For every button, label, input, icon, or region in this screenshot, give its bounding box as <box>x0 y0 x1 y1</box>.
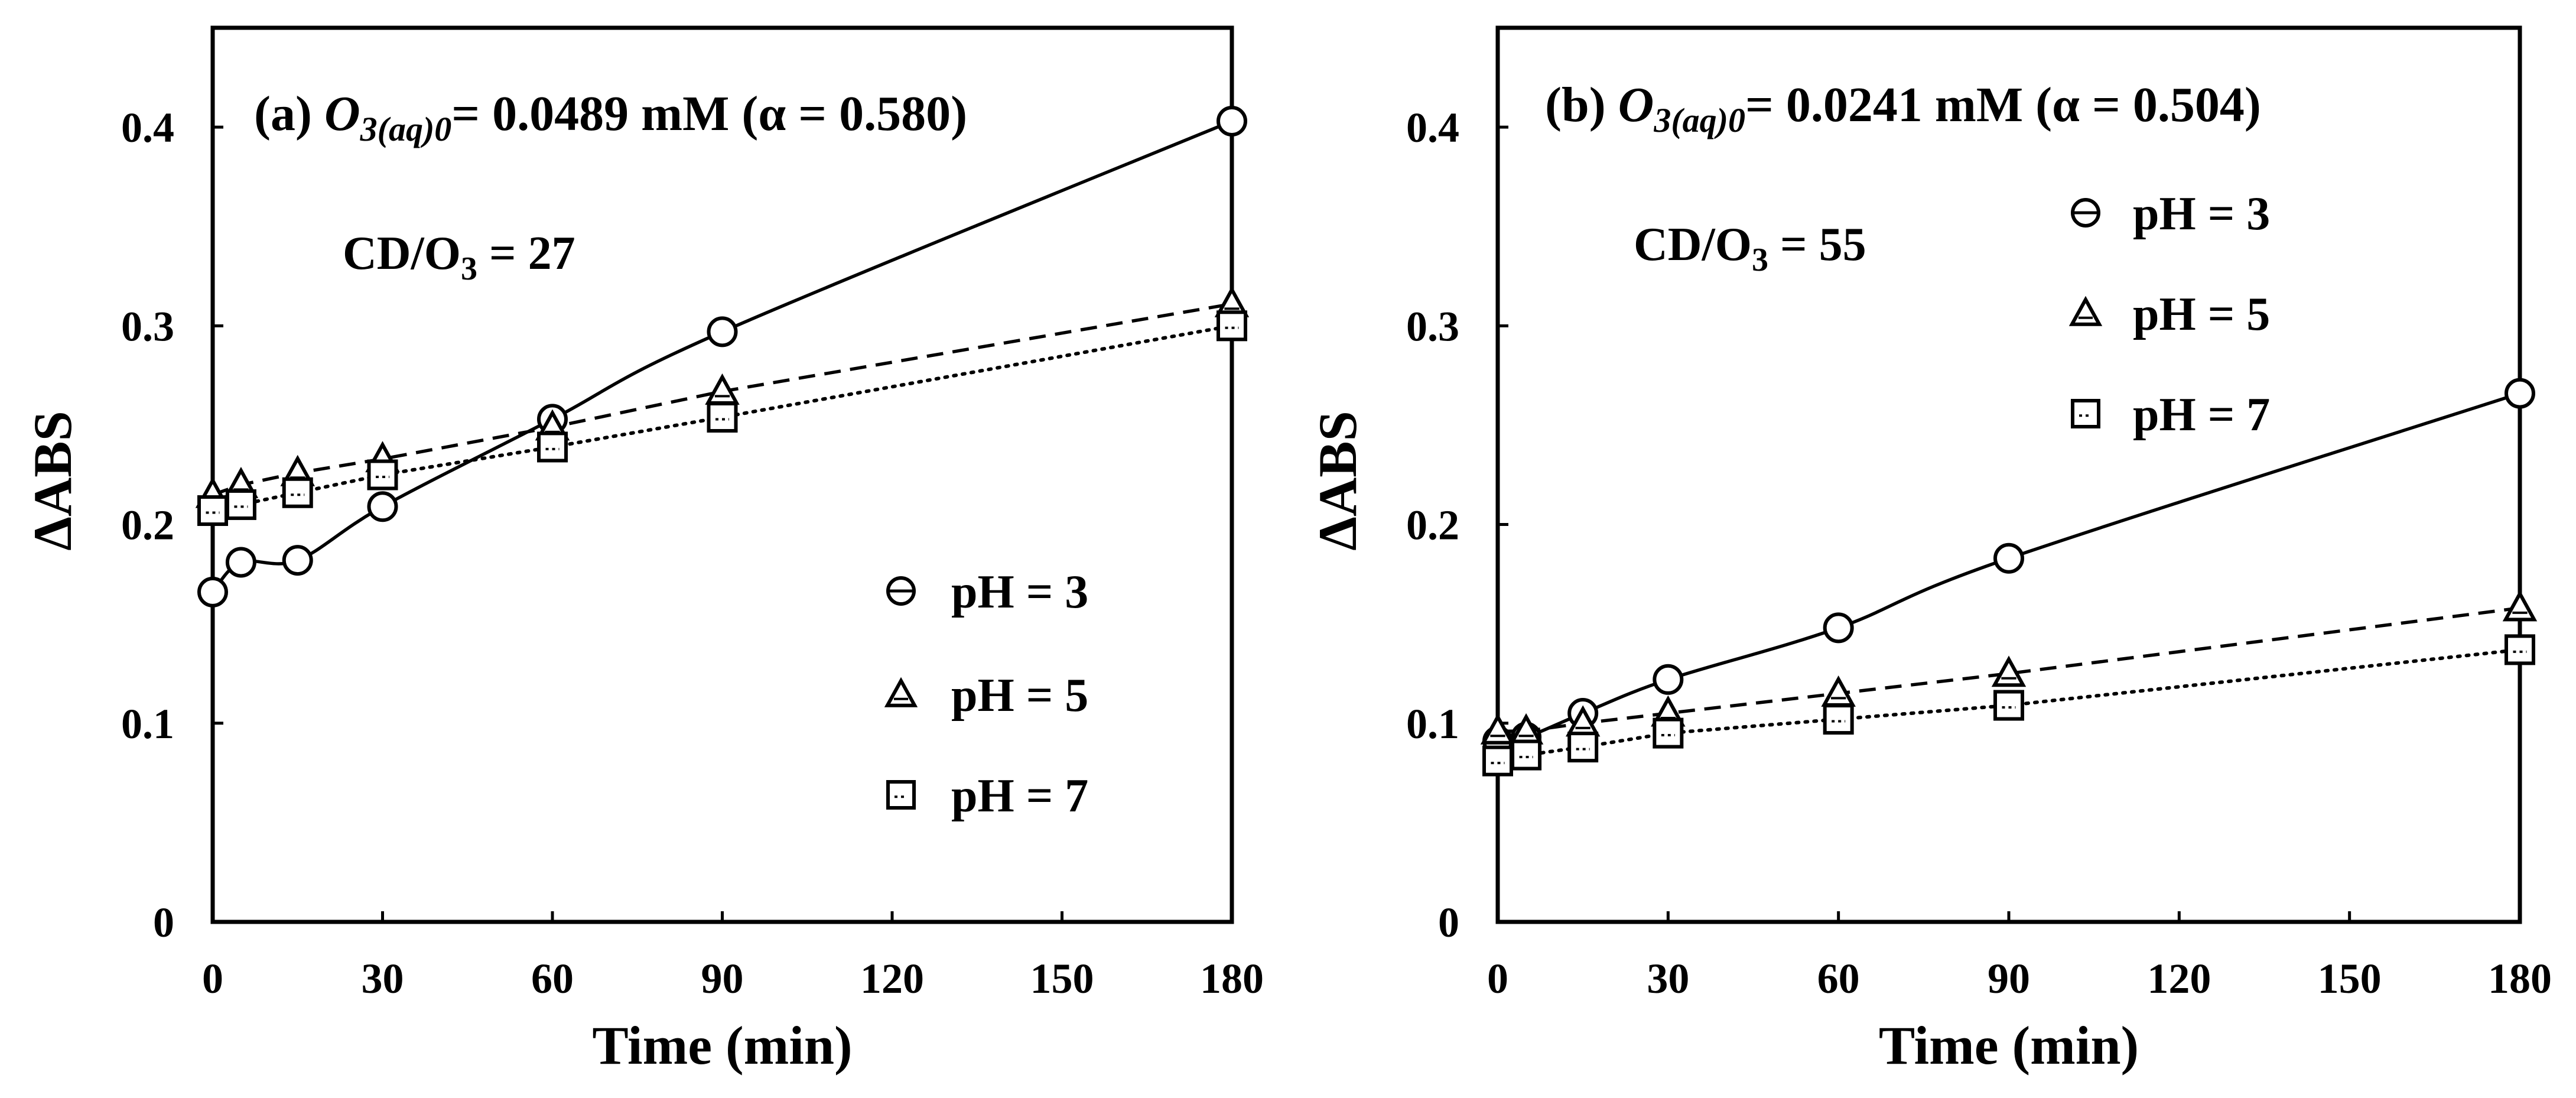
data-point-circle <box>367 491 398 522</box>
x-axis-title: Time (min) <box>1879 1015 2139 1076</box>
x-tick-label: 180 <box>1200 955 1264 1002</box>
data-point-circle <box>197 576 228 608</box>
ratio-prefix: CD/O <box>1634 219 1752 271</box>
y-tick-label: 0.1 <box>121 700 174 748</box>
legend-label: pH = 3 <box>951 566 1088 618</box>
x-tick-label: 90 <box>1988 955 2030 1002</box>
data-point-triangle <box>2502 590 2538 622</box>
ratio-annotation: CD/O3 = 55 <box>1634 219 1866 278</box>
ratio-sub: 3 <box>1752 242 1768 278</box>
title-subscript: 3(aq)0 <box>1653 101 1745 139</box>
x-tick-label: 60 <box>531 955 574 1002</box>
y-tick-label: 0.3 <box>121 303 174 350</box>
y-tick-label: 0.3 <box>1406 303 1459 350</box>
y-tick-label: 0.4 <box>121 104 174 151</box>
legend-label: pH = 7 <box>2133 389 2270 441</box>
x-tick-label: 0 <box>202 955 223 1002</box>
legend-marker-triangle <box>884 677 918 707</box>
data-point-circle <box>1823 612 1854 644</box>
x-tick-label: 60 <box>1817 955 1860 1002</box>
chart-panel-a: 0 0.1 0.2 0.3 0.4 0 30 60 90 120 150 180 Time (min) Δ… <box>22 25 1264 1076</box>
data-point-circle <box>1653 664 1684 695</box>
data-point-square <box>197 495 228 527</box>
series-square <box>197 310 1247 527</box>
ratio-annotation: CD/O3 = 27 <box>343 228 575 287</box>
x-tick-label: 90 <box>701 955 744 1002</box>
data-point-square <box>367 459 398 490</box>
data-point-square <box>1482 745 1513 777</box>
series-circle <box>197 106 1247 608</box>
plot-frame <box>1495 25 2522 924</box>
x-tick-label: 180 <box>2488 955 2552 1002</box>
x-tick-label: 150 <box>2318 955 2382 1002</box>
ratio-suffix: = 27 <box>477 228 575 280</box>
x-tick-label: 150 <box>1030 955 1094 1002</box>
x-tick-label: 30 <box>362 955 404 1002</box>
data-point-square <box>282 477 313 508</box>
title-species: O <box>324 86 360 141</box>
legend-label: pH = 5 <box>2133 288 2270 340</box>
data-point-square <box>1653 717 1684 749</box>
data-point-square <box>2505 634 2535 665</box>
data-point-circle <box>2505 378 2535 409</box>
y-tick-label: 0 <box>153 899 174 946</box>
x-tick-label: 120 <box>2147 955 2211 1002</box>
title-space <box>1606 77 1618 132</box>
title-species: O <box>1618 77 1654 132</box>
legend: pH = 3 pH = 5 pH = 7 <box>884 566 1088 822</box>
y-tick-label: 0.4 <box>1406 104 1459 151</box>
y-axis-title: ΔABS <box>1307 411 1368 551</box>
x-tick-label: 30 <box>1647 955 1689 1002</box>
title-space <box>312 86 324 141</box>
legend: pH = 3 pH = 5 pH = 7 <box>2068 188 2270 441</box>
y-tick-label: 0.2 <box>1406 502 1459 549</box>
title-rest: = 0.0489 mM (α = 0.580) <box>451 86 967 141</box>
y-tick-label: 0 <box>1438 899 1459 946</box>
data-point-square <box>1567 732 1599 763</box>
data-point-square <box>1993 690 2024 721</box>
legend-label: pH = 7 <box>951 770 1088 822</box>
panel-title: (b) O3(aq)0= 0.0241 mM (α = 0.504) <box>1545 77 2261 139</box>
legend-label: pH = 5 <box>951 670 1088 722</box>
title-subscript: 3(aq)0 <box>360 110 452 148</box>
data-point-square <box>1823 704 1854 735</box>
ratio-prefix: CD/O <box>343 228 461 280</box>
legend-marker-square <box>2071 399 2100 428</box>
data-point-square <box>225 489 256 520</box>
ratio-sub: 3 <box>461 251 477 287</box>
data-point-circle <box>707 316 738 347</box>
panel-label: (a) <box>254 86 312 141</box>
x-tick-label: 120 <box>860 955 924 1002</box>
panel-label: (b) <box>1545 77 1606 132</box>
data-point-square <box>1217 310 1247 342</box>
data-point-circle <box>282 545 313 576</box>
ratio-suffix: = 55 <box>1768 219 1866 271</box>
y-tick-label: 0.2 <box>121 502 174 549</box>
legend-marker-triangle <box>2068 295 2103 326</box>
data-point-circle <box>1217 106 1247 137</box>
series-square <box>1482 634 2535 777</box>
x-axis-title: Time (min) <box>592 1015 852 1076</box>
title-rest: = 0.0241 mM (α = 0.504) <box>1745 77 2261 132</box>
data-point-square <box>537 431 568 463</box>
legend-marker-square <box>886 780 916 810</box>
y-tick-label: 0.1 <box>1406 700 1459 748</box>
data-point-circle <box>225 547 256 578</box>
chart-panel-b: 0 0.1 0.2 0.3 0.4 0 30 60 90 120 150 180 Time (min) Δ… <box>1307 25 2552 1076</box>
panel-title: (a) O3(aq)0= 0.0489 mM (α = 0.580) <box>254 86 967 148</box>
data-point-square <box>1511 739 1542 771</box>
data-point-circle <box>1993 542 2024 574</box>
series-line-solid <box>211 119 1233 593</box>
data-point-square <box>707 401 738 433</box>
legend-label: pH = 3 <box>2133 188 2270 240</box>
y-axis-title: ΔABS <box>22 411 83 551</box>
x-tick-label: 0 <box>1487 955 1508 1002</box>
